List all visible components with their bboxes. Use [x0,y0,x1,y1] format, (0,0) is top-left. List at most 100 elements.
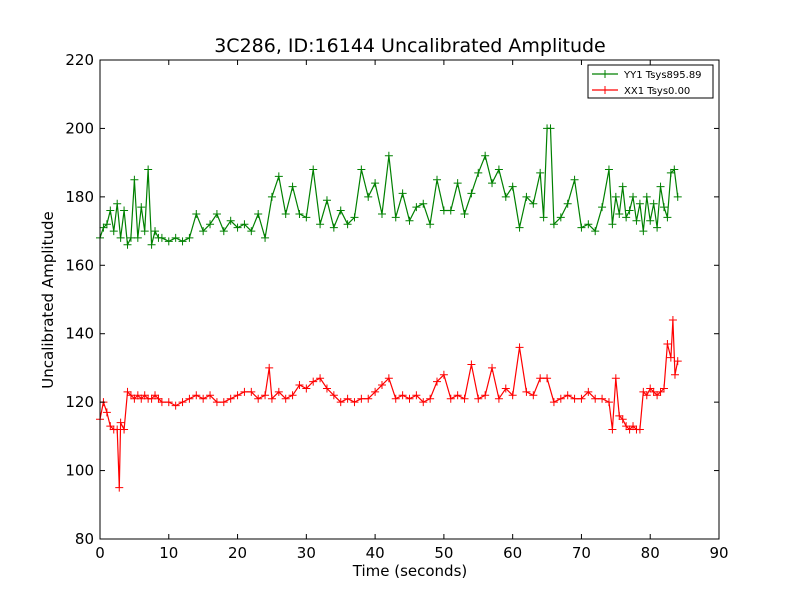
data-point [598,394,607,403]
data-point [649,199,658,208]
data-point [460,394,469,403]
y-tick-label: 200 [65,119,94,137]
data-point [577,394,586,403]
data-point [446,394,455,403]
data-point [494,165,503,174]
data-point [615,411,624,420]
data-point [608,425,617,434]
data-point [508,391,517,400]
data-point [322,196,331,205]
data-point [618,182,627,191]
data-point [663,339,672,348]
data-point [453,391,462,400]
data-point [639,227,648,236]
data-point [653,391,662,400]
data-point [501,192,510,201]
data-point [439,206,448,215]
data-point [446,206,455,215]
data-point [137,203,146,212]
data-point [212,398,221,407]
data-point [140,227,149,236]
data-point [254,209,263,218]
data-point [439,370,448,379]
data-point [467,360,476,369]
data-point [398,189,407,198]
data-point [377,381,386,390]
data-point [646,384,655,393]
data-point [642,192,651,201]
data-point [192,391,201,400]
data-point [113,199,122,208]
data-point [357,165,366,174]
data-point [522,192,531,201]
y-tick-label: 140 [65,325,94,343]
x-tick-label: 70 [572,544,591,562]
data-point [556,213,565,222]
data-point [656,387,665,396]
data-point [529,199,538,208]
data-point [659,384,668,393]
legend: YY1 Tsys895.89 XX1 Tsys0.00 [587,64,714,99]
data-point [265,363,274,372]
data-point [622,422,631,431]
x-tick-label: 20 [228,544,247,562]
data-point [219,227,228,236]
data-point [543,374,552,383]
data-point [254,394,263,403]
data-point [295,381,304,390]
data-point [467,189,476,198]
data-point [164,398,173,407]
data-point [133,391,142,400]
y-tick-label: 160 [65,256,94,274]
data-point [611,374,620,383]
data-point [199,227,208,236]
data-point [529,391,538,400]
data-point [419,398,428,407]
data-point [656,182,665,191]
data-point [384,374,393,383]
data-point [639,387,648,396]
data-point [670,370,679,379]
data-point [615,209,624,218]
data-point [608,220,617,229]
data-point [570,394,579,403]
data-point [412,203,421,212]
x-tick-label: 50 [434,544,453,562]
data-point [219,398,228,407]
data-point [99,223,108,232]
data-point [481,391,490,400]
data-point [377,209,386,218]
data-point [426,394,435,403]
data-point [433,175,442,184]
data-point [302,384,311,393]
data-point [666,353,675,362]
data-point [371,179,380,188]
data-point [206,391,215,400]
y-tick-label: 120 [65,393,94,411]
y-tick-label: 220 [65,51,94,69]
data-point [357,394,366,403]
data-point [133,233,142,242]
data-point [274,387,283,396]
data-point [240,387,249,396]
data-point [405,216,414,225]
data-point [350,398,359,407]
data-point [309,377,318,386]
data-point [398,391,407,400]
data-point [604,165,613,174]
data-point [281,209,290,218]
data-point [120,425,129,434]
data-point [164,237,173,246]
chart-title: 3C286, ID:16144 Uncalibrated Amplitude [214,35,606,57]
data-point [329,223,338,232]
y-tick-label: 100 [65,462,94,480]
data-point [618,415,627,424]
data-point [171,233,180,242]
data-point [391,394,400,403]
data-point [522,387,531,396]
data-point [130,394,139,403]
data-point [549,398,558,407]
x-tick-label: 0 [95,544,105,562]
data-point [151,391,160,400]
data-point [563,199,572,208]
